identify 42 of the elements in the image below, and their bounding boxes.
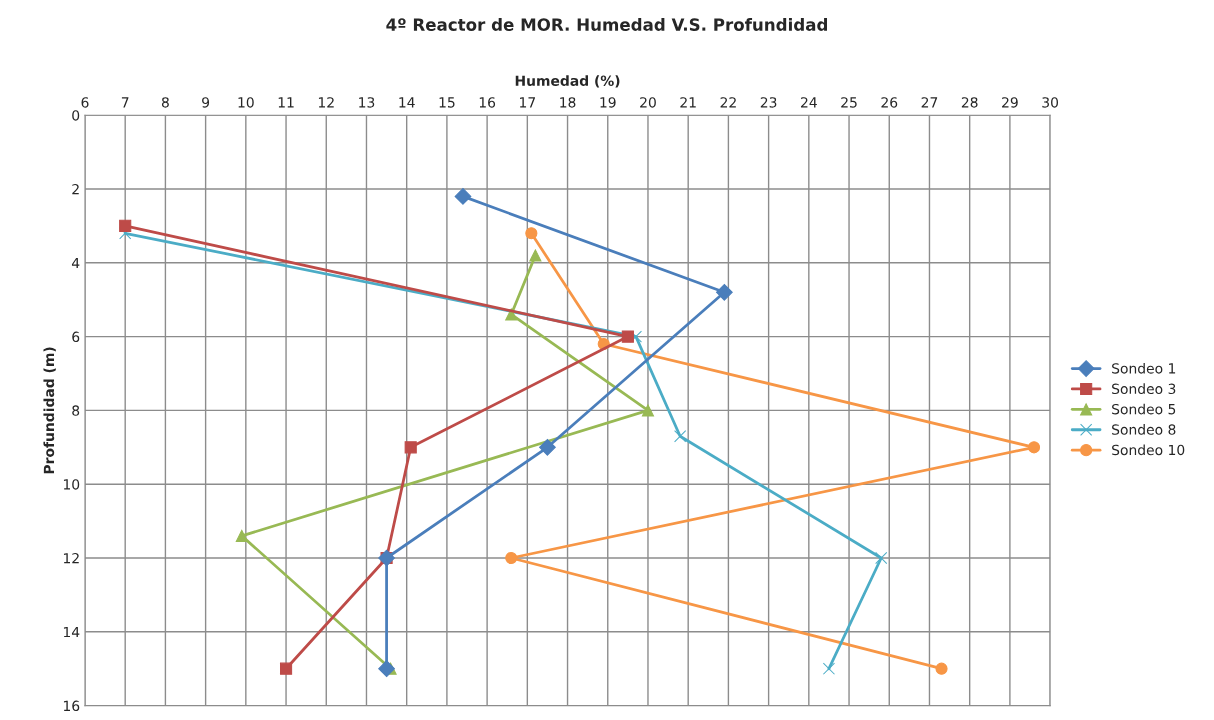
x-tick-label: 10 [238,97,254,108]
legend-label: Sondeo 8 [1112,424,1176,435]
x-tick-label: 29 [1002,97,1018,108]
x-tick-label: 21 [680,97,696,108]
x-tick-label: 16 [479,97,496,108]
y-tick-label: 0 [72,110,80,121]
x-tick-label: 18 [560,97,576,108]
y-tick-label: 4 [71,257,80,269]
x-tick-label: 13 [359,97,375,108]
x-tick-label: 9 [202,97,210,108]
x-tick-label: 20 [640,97,656,108]
x-tick-label: 30 [1042,97,1059,108]
x-tick-label: 7 [121,97,129,108]
chart-title: 4º Reactor de MOR. Humedad V.S. Profundidad [386,18,828,31]
x-tick-label: 23 [760,97,777,108]
x-tick-label: 14 [399,97,415,108]
legend-label: Sondeo 10 [1112,444,1185,456]
x-tick-label: 27 [921,97,938,108]
y-tick-label: 6 [72,331,80,343]
x-tick-label: 26 [881,97,898,108]
x-tick-label: 12 [318,97,334,108]
y-tick-label: 16 [63,700,80,712]
x-tick-label: 22 [720,97,736,108]
legend-label: Sondeo 5 [1112,403,1176,415]
y-tick-label: 12 [63,552,79,564]
y-tick-label: 10 [63,479,80,490]
x-tick-label: 19 [600,97,616,108]
legend-label: Sondeo 1 [1112,362,1176,374]
x-tick-label: 8 [161,97,169,108]
x-tick-label: 11 [278,97,294,108]
x-tick-label: 6 [81,97,89,108]
x-tick-label: 24 [801,97,817,108]
x-tick-label: 15 [439,97,455,108]
y-tick-label: 14 [63,626,80,638]
y-tick-label: 8 [72,405,80,416]
y-tick-label: 2 [72,183,79,195]
x-tick-label: 17 [520,97,535,108]
y-axis-title: Profundidad (m) [43,347,56,474]
legend-label: Sondeo 3 [1112,383,1176,395]
x-tick-label: 28 [961,97,978,108]
x-tick-label: 25 [841,97,857,108]
x-axis-title: Humedad (%) [515,75,620,88]
